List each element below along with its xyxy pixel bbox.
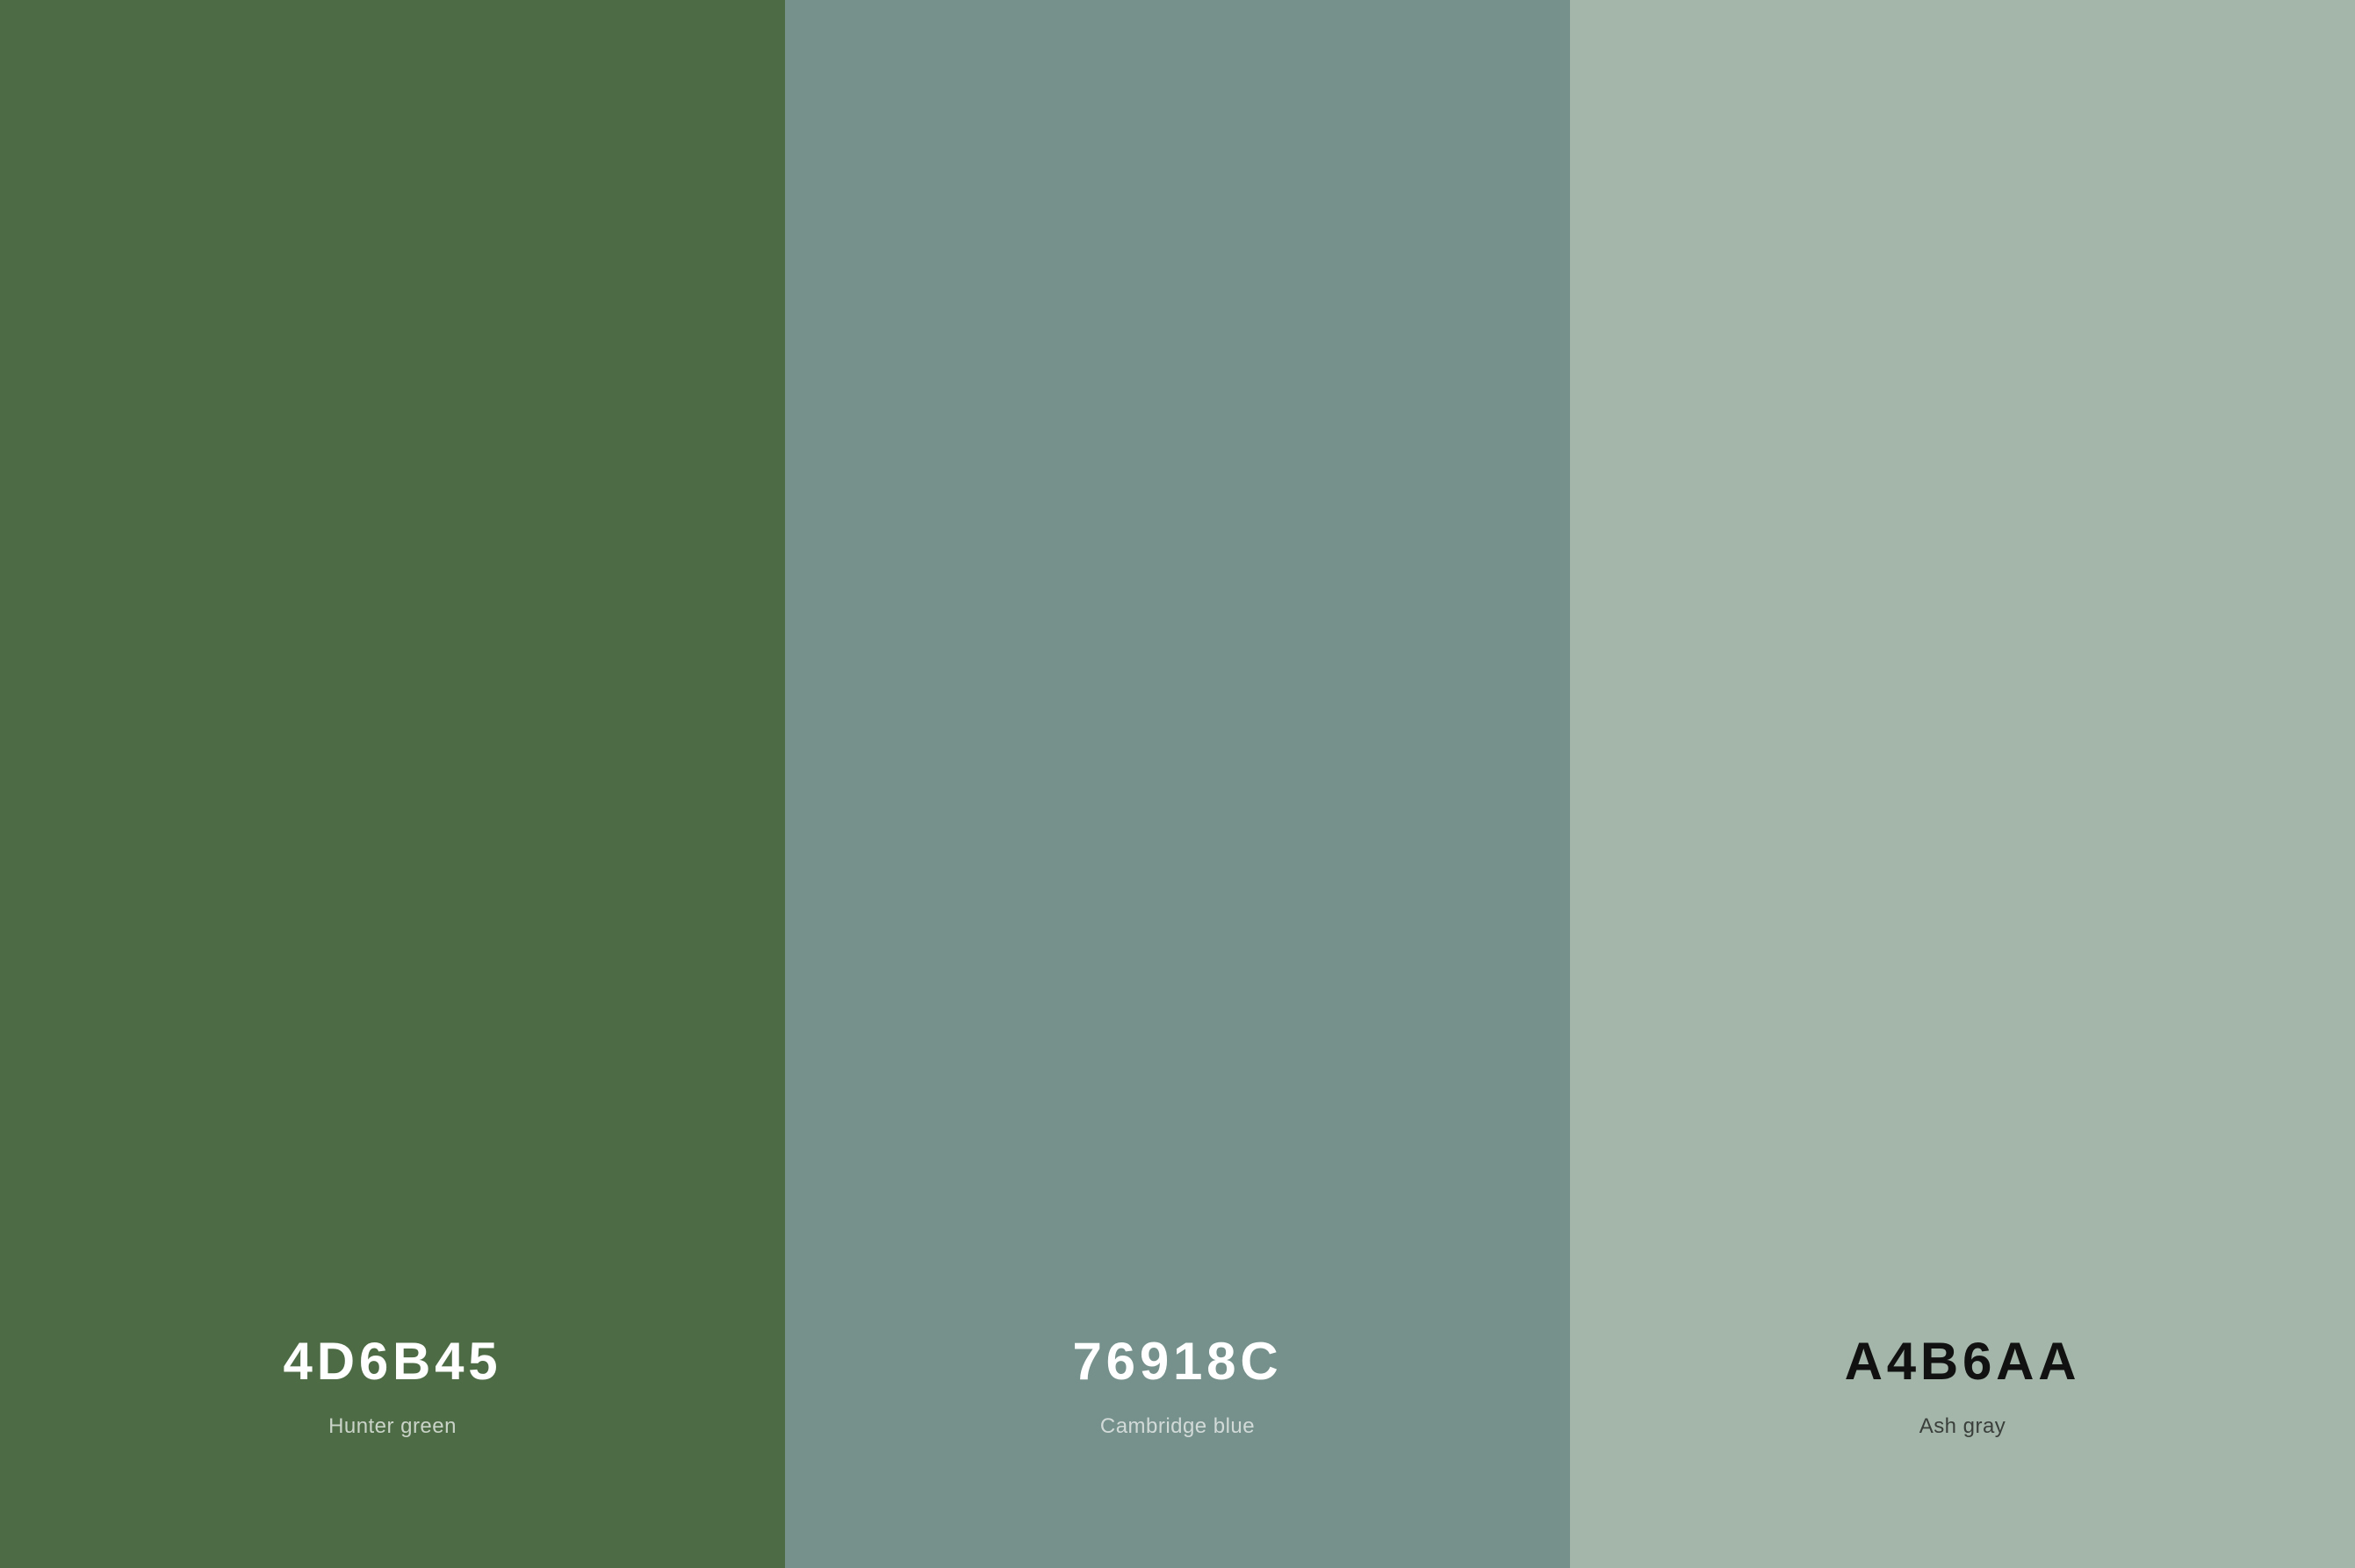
swatch-cambridge-blue: 76918C Cambridge blue [785,0,1570,1568]
color-name: Ash gray [1919,1414,2006,1439]
hex-code: A4B6AA [1845,1331,2081,1392]
hex-code: 76918C [1073,1331,1283,1392]
color-palette: 4D6B45 Hunter green 76918C Cambridge blu… [0,0,2355,1568]
color-name: Cambridge blue [1100,1414,1255,1439]
color-name: Hunter green [328,1414,457,1439]
swatch-ash-gray: A4B6AA Ash gray [1570,0,2355,1568]
swatch-hunter-green: 4D6B45 Hunter green [0,0,785,1568]
hex-code: 4D6B45 [284,1331,502,1392]
